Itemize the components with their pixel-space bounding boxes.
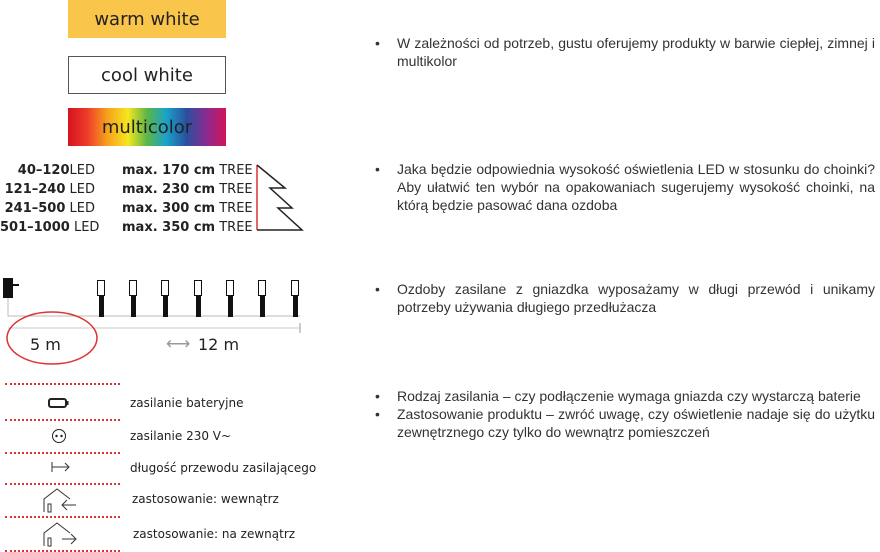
bullet-text: Jaka będzie odpowiednia wysokość oświetl… xyxy=(375,160,875,214)
cool-white-swatch: cool white xyxy=(68,56,226,94)
cable-length-arrow-icon xyxy=(51,462,70,472)
warm-white-swatch: warm white xyxy=(68,0,226,38)
bulb xyxy=(258,280,266,317)
divider xyxy=(5,419,120,421)
multicolor-swatch: multicolor xyxy=(68,108,226,146)
bulb xyxy=(194,280,202,317)
bullet-text: W zależności od potrzeb, gustu oferujemy… xyxy=(375,34,875,70)
bulb xyxy=(226,280,234,317)
bulb xyxy=(129,280,137,317)
tree-label: TREE xyxy=(219,201,253,216)
indoor-house-icon xyxy=(43,488,76,513)
bullet-height: Jaka będzie odpowiednia wysokość oświetl… xyxy=(375,160,875,214)
led-range: 501–1000 xyxy=(0,220,70,235)
plug-icon xyxy=(3,278,13,298)
outdoor-house-icon xyxy=(43,522,77,547)
legend-230v: zasilanie 230 V~ xyxy=(130,429,232,443)
divider xyxy=(5,452,120,454)
legend-indoor: zastosowanie: wewnątrz xyxy=(132,492,279,506)
legend-battery: zasilanie bateryjne xyxy=(130,396,244,410)
bullet-colors: W zależności od potrzeb, gustu oferujemy… xyxy=(375,34,875,70)
bullet-text: Zastosowanie produktu – zwróć uwagę, czy… xyxy=(375,405,875,441)
bullet-cable: Ozdoby zasilane z gniazdka wyposażamy w … xyxy=(375,280,875,316)
led-unit: LED xyxy=(73,220,100,235)
bullet-text: Ozdoby zasilane z gniazdka wyposażamy w … xyxy=(375,280,875,316)
bullet-power-usage: Rodzaj zasilania – czy podłączenie wymag… xyxy=(375,387,875,441)
lead-highlight-ellipse xyxy=(6,311,98,365)
legend-cable-length: długość przewodu zasilającego xyxy=(130,461,317,475)
led-unit: LED xyxy=(69,182,95,197)
bulb xyxy=(97,280,105,317)
led-range: 241–500 xyxy=(4,201,66,216)
max-height: max. 170 cm xyxy=(122,163,216,178)
socket-icon xyxy=(52,429,66,443)
max-height: max. 300 cm xyxy=(122,201,216,216)
max-height: max. 230 cm xyxy=(122,182,216,197)
led-unit: LED xyxy=(69,163,95,178)
legend-outdoor: zastosowanie: na zewnątrz xyxy=(133,527,296,541)
bullet-text: Rodzaj zasilania – czy podłączenie wymag… xyxy=(375,387,875,405)
led-range: 40–120 xyxy=(17,163,70,178)
tree-icon xyxy=(256,164,304,231)
battery-icon xyxy=(48,398,69,408)
warm-white-label: warm white xyxy=(94,8,200,30)
divider xyxy=(5,483,120,485)
bulb xyxy=(291,280,299,317)
double-arrow-icon: ⟷ xyxy=(166,334,191,353)
divider xyxy=(5,383,120,385)
divider xyxy=(5,516,120,518)
cool-white-label: cool white xyxy=(101,64,193,86)
bulb xyxy=(161,280,169,317)
lead-length: 5 m xyxy=(30,335,61,354)
max-height: max. 350 cm xyxy=(122,220,216,235)
led-range: 121–240 xyxy=(4,182,66,197)
divider xyxy=(5,550,120,552)
tree-label: TREE xyxy=(219,163,253,178)
multicolor-label: multicolor xyxy=(101,116,193,138)
tree-label: TREE xyxy=(219,182,253,197)
tree-label: TREE xyxy=(219,220,253,235)
cable-lines xyxy=(3,278,301,365)
led-unit: LED xyxy=(69,201,95,216)
string-length: 12 m xyxy=(198,335,240,354)
